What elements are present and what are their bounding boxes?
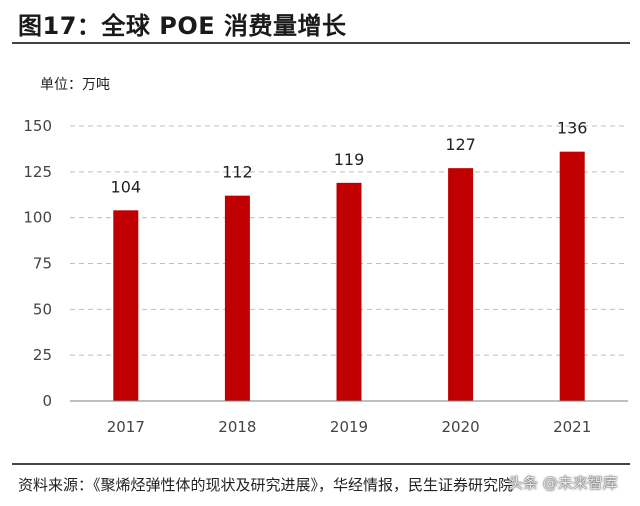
x-tick-label: 2021	[553, 418, 591, 436]
data-label: 104	[111, 177, 142, 196]
y-tick-label: 125	[23, 163, 52, 181]
y-tick-label: 100	[23, 209, 52, 227]
y-tick-label: 75	[33, 255, 52, 273]
title-divider	[12, 42, 630, 44]
x-tick-label: 2018	[218, 418, 256, 436]
bars	[113, 151, 585, 401]
data-label: 136	[557, 119, 588, 138]
bar-2021	[559, 151, 585, 401]
y-axis-ticks: 0 25 50 75 100 125 150	[23, 117, 52, 410]
data-label: 112	[222, 163, 253, 182]
data-label: 127	[445, 135, 476, 154]
data-labels: 104 112 119 127 136	[111, 119, 588, 197]
bar-2020	[448, 168, 474, 401]
figure-title: 图17：全球 POE 消费量增长	[18, 12, 347, 40]
bar-2017	[113, 210, 139, 401]
x-tick-label: 2020	[442, 418, 480, 436]
data-label: 119	[334, 150, 365, 169]
x-tick-label: 2019	[330, 418, 368, 436]
unit-label: 单位：万吨	[40, 77, 110, 93]
x-tick-label: 2017	[107, 418, 145, 436]
bar-2019	[336, 182, 362, 401]
y-tick-label: 150	[23, 117, 52, 135]
watermark: 头条 @未来智库	[508, 474, 618, 492]
source-note: 资料来源：《聚烯烃弹性体的现状及研究进展》，华经情报，民生证券研究院	[18, 476, 514, 494]
x-axis-ticks: 2017 2018 2019 2020 2021	[107, 418, 592, 436]
y-tick-label: 50	[33, 300, 52, 318]
footer-divider	[12, 463, 630, 465]
y-tick-label: 0	[42, 392, 52, 410]
y-tick-label: 25	[33, 346, 52, 364]
bar-2018	[224, 195, 250, 401]
